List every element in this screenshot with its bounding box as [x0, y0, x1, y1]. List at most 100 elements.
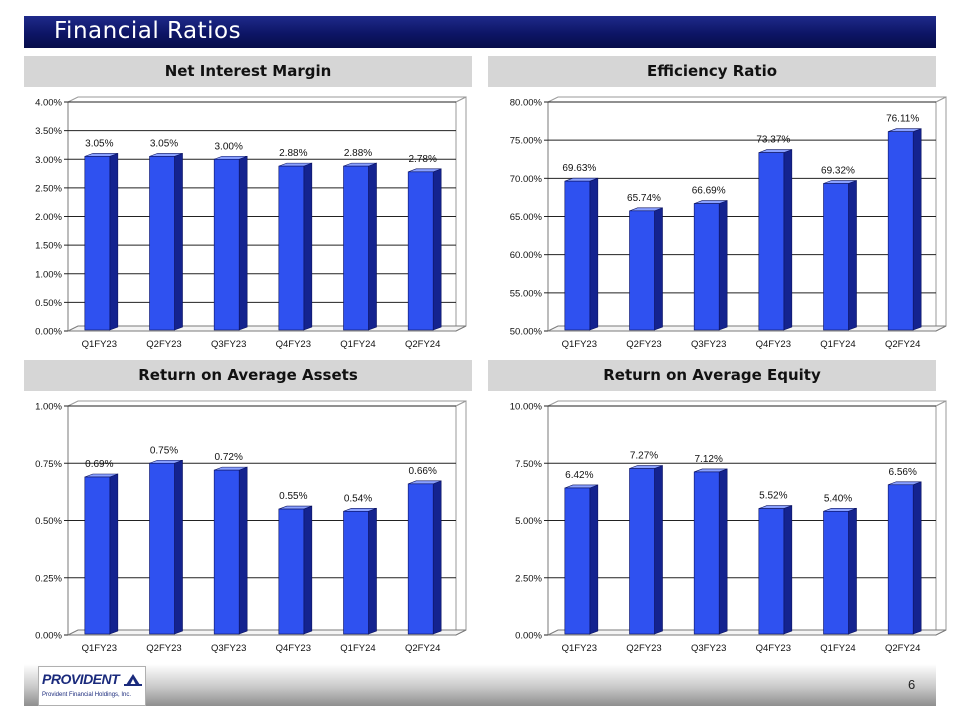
bar: [213, 158, 240, 331]
y-tick-label: 2.00%: [35, 212, 62, 223]
logo-subtitle: Provident Financial Holdings, Inc.: [42, 692, 132, 698]
bar: [629, 210, 655, 331]
data-label: 76.11%: [886, 114, 919, 125]
bar: [278, 165, 305, 331]
y-tick-label: 55.00%: [510, 288, 543, 299]
return-on-average-equity-chart: 0.00% 2.50% 5.00% 7.50% 10.00% 6.42% Q1FY23 7.2…: [510, 400, 947, 654]
data-label: 5.40%: [824, 493, 852, 504]
data-label: 0.54%: [344, 493, 372, 504]
x-tick-label: Q2FY23: [626, 339, 661, 350]
logo-name: PROVIDENT: [42, 671, 120, 687]
chart-title-net-interest-margin: Net Interest Margin: [24, 56, 472, 87]
y-tick-label: 60.00%: [510, 250, 543, 261]
x-tick-label: Q4FY23: [756, 643, 791, 654]
bar-side-face: [368, 162, 377, 331]
plot-side-wall: [455, 96, 467, 332]
y-tick-label: 0.50%: [35, 516, 62, 527]
bar-side-face: [718, 200, 728, 331]
data-label: 3.05%: [150, 138, 178, 149]
bar: [278, 508, 305, 635]
return-on-average-assets-chart: 0.00% 0.25% 0.50% 0.75% 1.00% 0.69% Q1FY23 0.75…: [35, 400, 467, 654]
plot-side-wall: [455, 400, 467, 636]
x-tick-label: Q1FY24: [340, 643, 375, 654]
x-tick-label: Q4FY23: [276, 339, 311, 350]
x-tick-label: Q2FY24: [405, 339, 440, 350]
y-tick-label: 2.50%: [515, 573, 542, 584]
data-label: 0.72%: [214, 452, 242, 463]
y-tick-label: 5.00%: [515, 516, 542, 527]
data-label: 0.55%: [279, 491, 307, 502]
bar-side-face: [303, 162, 313, 331]
y-tick-label: 1.00%: [35, 402, 62, 413]
bar-side-face: [912, 481, 922, 635]
y-tick-label: 0.00%: [515, 631, 542, 642]
bar: [564, 180, 591, 331]
x-tick-label: Q4FY23: [756, 339, 791, 350]
x-tick-label: Q2FY24: [885, 339, 920, 350]
bar-side-face: [432, 168, 442, 331]
slide-title: Financial Ratios: [54, 18, 242, 44]
x-tick-label: Q1FY24: [340, 339, 375, 350]
slide-title-bar: Financial Ratios: [24, 16, 936, 48]
bar: [343, 511, 369, 635]
footer-bar: [24, 664, 936, 706]
x-tick-label: Q3FY23: [211, 643, 246, 654]
y-tick-label: 1.50%: [35, 241, 62, 252]
bar-side-face: [109, 473, 119, 635]
data-label: 6.42%: [565, 470, 593, 481]
bar: [693, 471, 720, 635]
bar-side-face: [432, 480, 442, 635]
x-tick-label: Q2FY24: [885, 643, 920, 654]
bar: [407, 483, 434, 635]
data-label: 66.69%: [692, 186, 726, 197]
bar-side-face: [654, 465, 663, 635]
data-label: 0.69%: [85, 459, 113, 470]
y-tick-label: 7.50%: [515, 459, 542, 470]
x-tick-label: Q1FY24: [820, 339, 855, 350]
efficiency-ratio-chart: 50.00% 55.00% 60.00% 65.00% 70.00% 75.00% 80.0…: [510, 96, 947, 350]
provident-logo: PROVIDENT Provident Financial Holdings, …: [38, 666, 146, 706]
data-label: 2.78%: [408, 154, 436, 165]
y-tick-label: 2.50%: [35, 183, 62, 194]
bar-side-face: [238, 155, 248, 331]
data-label: 65.74%: [627, 193, 661, 204]
data-label: 3.05%: [85, 138, 113, 149]
data-label: 6.56%: [888, 467, 916, 478]
bar: [629, 468, 655, 635]
plot-top-edge: [67, 400, 467, 407]
data-label: 0.75%: [150, 445, 178, 456]
bar: [149, 156, 175, 331]
bar-side-face: [174, 459, 183, 635]
bar: [213, 469, 240, 635]
x-tick-label: Q2FY23: [626, 643, 661, 654]
bar-side-face: [783, 149, 793, 331]
plot-side-wall: [935, 96, 947, 332]
plot-floor: [67, 629, 467, 636]
x-tick-label: Q2FY23: [146, 643, 181, 654]
y-tick-label: 3.50%: [35, 126, 62, 137]
x-tick-label: Q3FY23: [691, 643, 726, 654]
bar: [823, 183, 849, 331]
y-tick-label: 70.00%: [510, 174, 543, 185]
y-tick-label: 3.00%: [35, 155, 62, 166]
bar-side-face: [174, 152, 183, 331]
plot-floor: [547, 325, 947, 332]
bar-side-face: [718, 468, 728, 635]
data-label: 69.32%: [821, 166, 855, 177]
data-label: 7.27%: [630, 451, 658, 462]
x-tick-label: Q1FY23: [562, 643, 597, 654]
bar-side-face: [654, 207, 663, 331]
bar-side-face: [848, 180, 857, 331]
bar-side-face: [912, 128, 922, 331]
x-tick-label: Q4FY23: [276, 643, 311, 654]
x-tick-label: Q1FY23: [82, 643, 117, 654]
plot-floor: [547, 629, 947, 636]
y-tick-label: 4.00%: [35, 98, 62, 109]
bar: [149, 462, 175, 635]
plot-floor: [67, 325, 467, 332]
data-label: 2.88%: [344, 148, 372, 159]
bar: [823, 511, 849, 635]
plot-top-edge: [67, 96, 467, 103]
bar-side-face: [109, 152, 119, 331]
chart-title-efficiency-ratio: Efficiency Ratio: [488, 56, 936, 87]
